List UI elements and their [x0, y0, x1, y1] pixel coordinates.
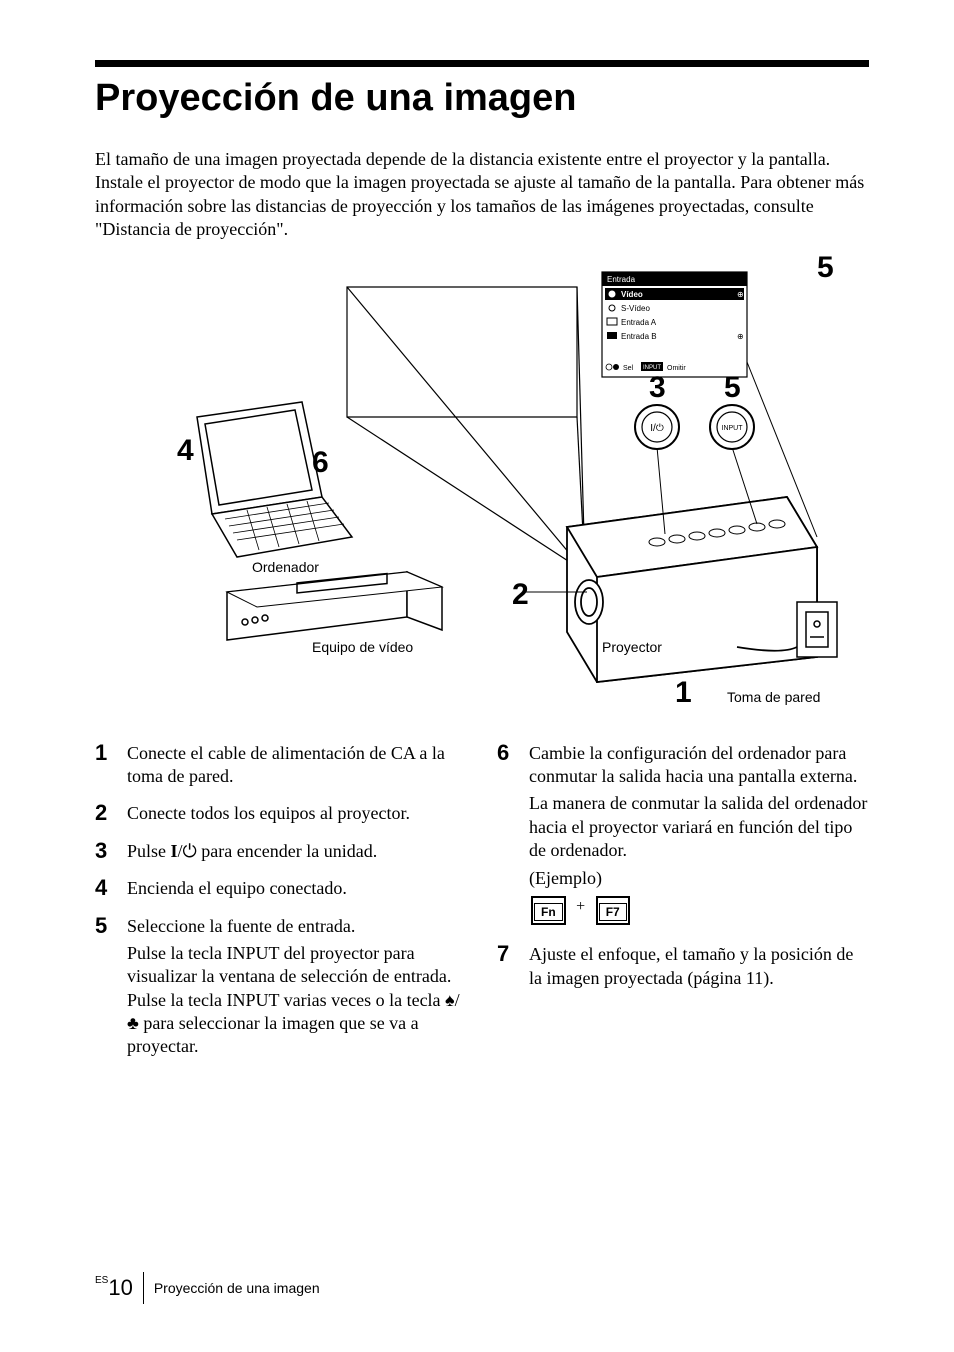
- step-1: 1 Conecte el cable de alimentación de CA…: [95, 742, 467, 789]
- steps-left-col: 1 Conecte el cable de alimentación de CA…: [95, 742, 467, 1073]
- menu-item-1: S-Vídeo: [621, 304, 650, 313]
- step-num: 3: [95, 840, 115, 862]
- input-button-label: INPUT: [722, 425, 744, 432]
- step-text: Ajuste el enfoque, el tamaño y la posici…: [529, 943, 869, 990]
- power-icon: ⏻: [183, 841, 197, 861]
- callout-1: 1: [675, 676, 692, 709]
- step-text: Conecte el cable de alimentación de CA a…: [127, 742, 467, 789]
- svg-text:⊕: ⊕: [737, 332, 744, 341]
- svg-text:⊕: ⊕: [737, 290, 744, 299]
- top-rule: [95, 60, 869, 67]
- key-f7: F7: [596, 896, 630, 925]
- step-num: 2: [95, 802, 115, 824]
- callout-5a: 5: [817, 252, 834, 284]
- step-text: Pulse I/⏻ para encender la unidad.: [127, 840, 377, 863]
- callout-5b: 5: [724, 371, 741, 404]
- step-2: 2 Conecte todos los equipos al proyector…: [95, 802, 467, 825]
- step-text: Seleccione la fuente de entrada. Pulse l…: [127, 915, 467, 1059]
- plus-icon: +: [576, 898, 585, 915]
- label-equipo-video: Equipo de vídeo: [312, 639, 413, 655]
- callout-2: 2: [512, 578, 529, 611]
- menu-title: Entrada: [607, 275, 636, 284]
- step-text: Cambie la configuración del ordenador pa…: [529, 742, 869, 926]
- step-5: 5 Seleccione la fuente de entrada. Pulse…: [95, 915, 467, 1059]
- key-fn: Fn: [531, 896, 566, 925]
- menu-item-2: Entrada A: [621, 318, 657, 327]
- step-num: 7: [497, 943, 517, 965]
- steps-columns: 1 Conecte el cable de alimentación de CA…: [95, 742, 869, 1073]
- step-num: 1: [95, 742, 115, 764]
- step-3: 3 Pulse I/⏻ para encender la unidad.: [95, 840, 467, 863]
- callout-4: 4: [177, 434, 194, 467]
- step-text: Encienda el equipo conectado.: [127, 877, 347, 900]
- callout-6: 6: [312, 446, 329, 479]
- step-num: 4: [95, 877, 115, 899]
- footer-section: Proyección de una imagen: [154, 1280, 320, 1296]
- example-label: (Ejemplo): [529, 867, 869, 890]
- manual-page: Proyección de una imagen El tamaño de un…: [0, 0, 954, 1352]
- step-subtext: La manera de conmutar la salida del orde…: [529, 792, 869, 862]
- step-num: 6: [497, 742, 517, 764]
- menu-footer-sel: Sel: [623, 365, 634, 372]
- menu-footer-omitir: Omitir: [667, 365, 686, 372]
- page-footer: ES10 Proyección de una imagen: [95, 1272, 320, 1304]
- footer-page: 10: [108, 1275, 132, 1300]
- menu-item-3: Entrada B: [621, 332, 657, 341]
- diagram-svg: I/⏻ INPUT Entrada Vídeo ⊕ S-Vídeo Entrad…: [97, 252, 867, 712]
- footer-lang: ES: [95, 1275, 108, 1286]
- key-combo: Fn + F7: [529, 890, 869, 925]
- step-6: 6 Cambie la configuración del ordenador …: [497, 742, 869, 926]
- label-ordenador: Ordenador: [252, 559, 319, 575]
- power-button-glyph: I/⏻: [650, 423, 664, 434]
- steps-right-col: 6 Cambie la configuración del ordenador …: [497, 742, 869, 1073]
- label-toma-pared: Toma de pared: [727, 689, 820, 705]
- step-4: 4 Encienda el equipo conectado.: [95, 877, 467, 900]
- menu-item-0: Vídeo: [621, 290, 643, 299]
- step-subtext: Pulse la tecla INPUT del proyector para …: [127, 942, 467, 1059]
- intro-paragraph: El tamaño de una imagen proyectada depen…: [95, 148, 869, 242]
- step-num: 5: [95, 915, 115, 937]
- setup-diagram: I/⏻ INPUT Entrada Vídeo ⊕ S-Vídeo Entrad…: [97, 252, 867, 712]
- step-7: 7 Ajuste el enfoque, el tamaño y la posi…: [497, 943, 869, 990]
- label-proyector: Proyector: [602, 639, 662, 655]
- callout-3: 3: [649, 371, 666, 404]
- step-text: Conecte todos los equipos al proyector.: [127, 802, 410, 825]
- page-title: Proyección de una imagen: [95, 77, 869, 120]
- footer-separator: [143, 1272, 144, 1304]
